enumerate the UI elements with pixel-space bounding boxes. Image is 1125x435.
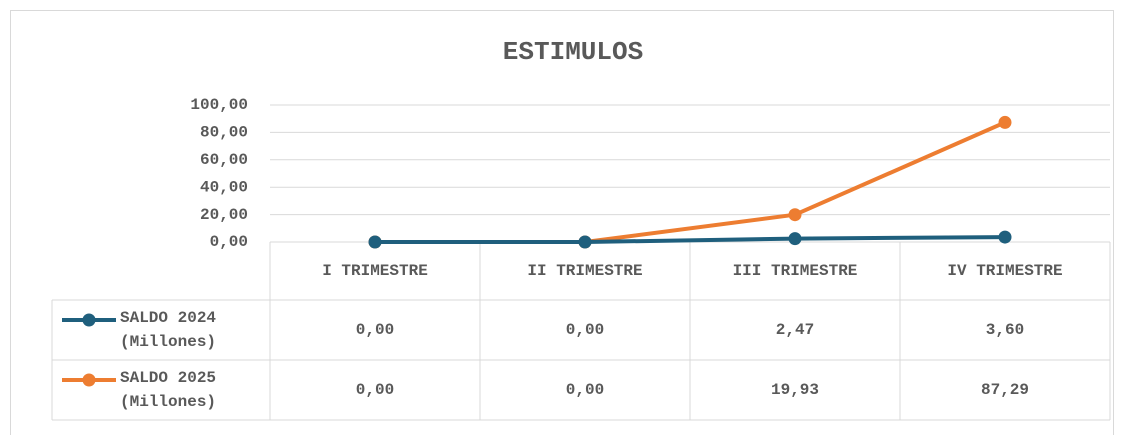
y-tick-label: 40,00 [200,178,248,196]
data-label: 2,47 [775,321,815,339]
x-tick-label: III TRIMESTRE [732,262,858,280]
chart-border [10,10,1114,435]
legend-label: SALDO 2024 (Millones) [120,309,217,351]
y-tick-label: 20,00 [200,206,248,224]
chart-title: ESTIMULOS [503,37,643,67]
data-label: 19,93 [770,381,819,399]
data-label: 0,00 [355,321,395,339]
legend-marker [82,373,96,387]
legend-label: SALDO 2025 (Millones) [120,369,217,411]
series-line [375,235,1006,244]
x-tick-label: I TRIMESTRE [322,262,428,280]
y-tick-label: 60,00 [200,151,248,169]
legend-marker [82,313,96,327]
x-tick-label: II TRIMESTRE [527,262,643,280]
y-tick-label: 80,00 [200,124,248,142]
series-point [998,115,1012,129]
series-line [375,120,1006,244]
series-point [788,232,802,246]
data-label: 0,00 [565,321,605,339]
series-point [998,230,1012,244]
data-label: 3,60 [985,321,1025,339]
data-label: 0,00 [565,381,605,399]
y-tick-label: 100,00 [190,96,248,114]
series-point [788,208,802,222]
data-label: 0,00 [355,381,395,399]
series-point [578,235,592,249]
series-point [368,235,382,249]
x-tick-label: IV TRIMESTRE [947,262,1063,280]
y-tick-label: 0,00 [210,233,248,251]
data-label: 87,29 [980,381,1029,399]
